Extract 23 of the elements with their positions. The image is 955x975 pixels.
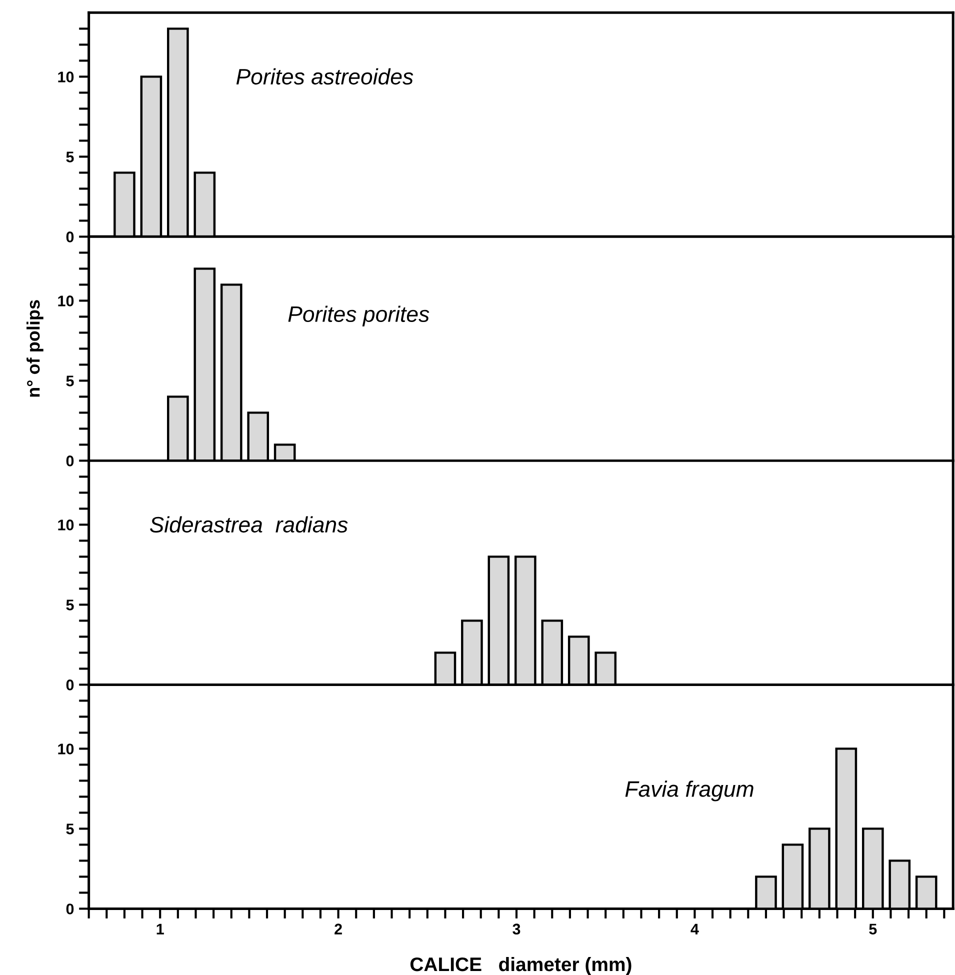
annotation: Favia fragum [625, 780, 754, 802]
x-tick-label: 2 [334, 924, 342, 934]
annotation: Siderastrea radians [150, 516, 348, 533]
y-tick-label: 5 [66, 152, 74, 162]
y-tick-label: 5 [66, 376, 74, 386]
y-tick-label: 10 [58, 744, 74, 754]
y-tick-label: 0 [66, 456, 74, 466]
y-tick-label: 10 [58, 296, 74, 306]
x-axis-title: CALICE diameter (mm) [410, 956, 632, 975]
annotation: Porites astreoides [236, 68, 414, 85]
x-tick-label: 5 [869, 924, 877, 935]
annotation: Porites porites [288, 306, 430, 326]
y-tick-label: 0 [66, 904, 74, 914]
x-tick-label: 1 [156, 924, 164, 934]
y-tick-label: 10 [58, 72, 74, 82]
y-tick-label: 0 [66, 680, 74, 690]
x-tick-label: 4 [690, 924, 699, 934]
x-tick-label: 3 [512, 924, 520, 935]
y-axis-title: n° of polips [26, 300, 44, 397]
y-tick-label: 5 [66, 824, 74, 834]
y-tick-label: 10 [58, 520, 74, 530]
y-tick-label: 0 [66, 232, 74, 242]
y-tick-label: 5 [66, 600, 74, 610]
